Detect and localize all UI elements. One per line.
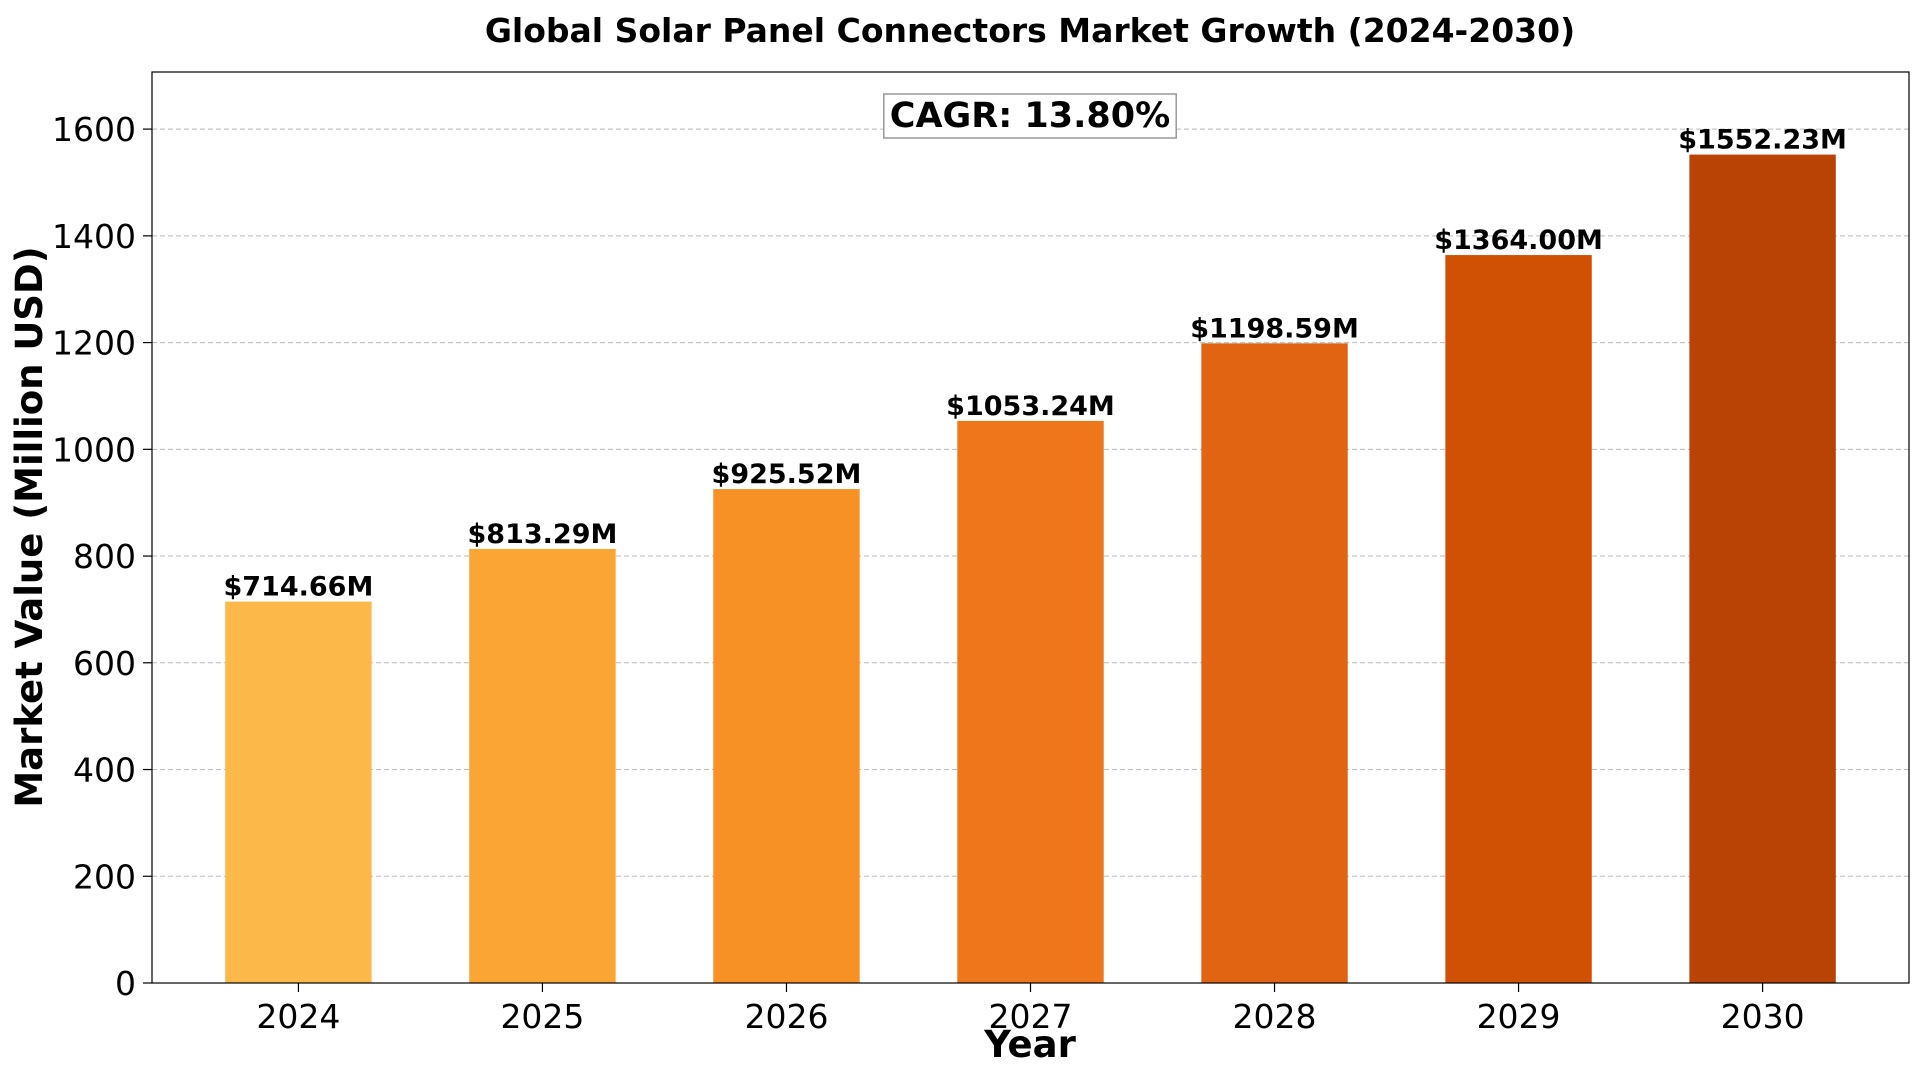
x-axis-label: Year [983, 1023, 1076, 1066]
x-axis-ticks: 2024 2025 2026 2027 2028 2029 2030 [256, 983, 1805, 1036]
x-tick-label: 2024 [256, 997, 340, 1036]
y-tick-label: 600 [73, 644, 136, 683]
x-tick-label: 2030 [1721, 997, 1805, 1036]
bar-2027 [957, 420, 1104, 983]
bar-2026 [713, 489, 860, 983]
bar-value-label: $1552.23M [1678, 125, 1847, 156]
x-tick-label: 2025 [500, 997, 584, 1036]
y-axis-ticks: 0 200 400 600 800 1000 1200 1400 1600 [52, 110, 152, 1003]
bar-2030 [1689, 154, 1836, 984]
cagr-annotation-text: CAGR: 13.80% [890, 96, 1170, 136]
grid-lines [152, 128, 1909, 984]
bar-value-labels: $714.66M $813.29M $925.52M $1053.24M $1198.5… [223, 125, 1846, 603]
x-tick-label: 2027 [989, 997, 1073, 1036]
bar-2029 [1445, 255, 1592, 983]
y-tick-label: 1000 [52, 430, 136, 469]
bar-value-label: $1364.00M [1434, 225, 1603, 256]
bar-value-label: $925.52M [712, 459, 862, 490]
bars [225, 154, 1836, 984]
y-tick-label: 1600 [52, 110, 136, 149]
bar-2028 [1201, 343, 1348, 983]
cagr-annotation-box [883, 93, 1177, 139]
y-tick-label: 1400 [52, 217, 136, 256]
x-tick-label: 2026 [744, 997, 828, 1036]
bar-value-label: $1198.59M [1190, 313, 1359, 344]
cagr-annotation: CAGR: 13.80% [883, 93, 1177, 139]
y-axis-label: Market Value (Million USD) [8, 246, 51, 807]
chart-title: Global Solar Panel Connectors Market Gro… [485, 11, 1575, 50]
x-tick-label: 2029 [1477, 997, 1561, 1036]
y-tick-label: 200 [73, 857, 136, 896]
bar-2024 [225, 601, 372, 983]
bar-value-label: $813.29M [468, 519, 618, 550]
bar-2025 [469, 548, 616, 983]
bar-value-label: $714.66M [223, 572, 373, 603]
x-tick-label: 2028 [1233, 997, 1317, 1036]
bar-value-label: $1053.24M [946, 391, 1115, 422]
y-tick-label: 1200 [52, 324, 136, 363]
y-tick-label: 0 [115, 964, 136, 1003]
y-tick-label: 400 [73, 751, 136, 790]
y-tick-label: 800 [73, 537, 136, 576]
